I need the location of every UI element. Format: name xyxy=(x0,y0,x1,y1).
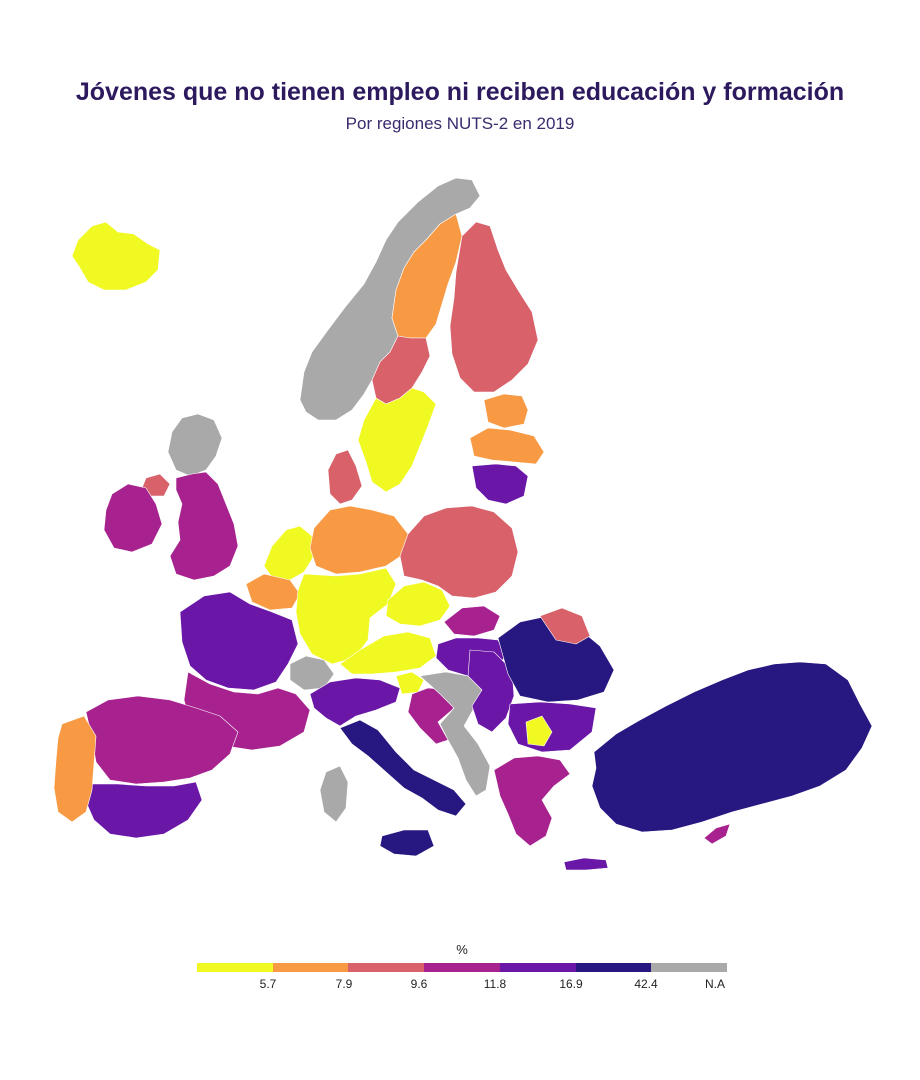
region-netherlands[interactable] xyxy=(263,525,315,581)
region-sweden-south[interactable] xyxy=(357,387,437,493)
region-denmark[interactable] xyxy=(327,449,363,505)
region-czechia[interactable] xyxy=(385,581,451,627)
region-scotland[interactable] xyxy=(167,413,223,477)
region-france-north[interactable] xyxy=(179,591,299,691)
legend-label-5: 16.9 xyxy=(559,977,583,991)
legend-label-1: 5.7 xyxy=(259,977,277,991)
region-italy-north[interactable] xyxy=(309,677,401,727)
legend-swatch-1 xyxy=(197,963,273,972)
region-ireland[interactable] xyxy=(103,483,163,553)
legend-swatch-2 xyxy=(272,963,349,972)
region-austria[interactable] xyxy=(339,631,437,675)
legend-title: % xyxy=(456,942,468,957)
region-germany-south[interactable] xyxy=(295,567,397,665)
map-legend: % 5.7 7.9 9.6 11.8 16.9 42.4 N.A xyxy=(197,940,728,1000)
region-eastern-border[interactable] xyxy=(539,607,591,645)
region-estonia[interactable] xyxy=(483,393,529,429)
region-poland[interactable] xyxy=(399,505,519,599)
legend-label-2: 7.9 xyxy=(335,977,353,991)
region-cyprus[interactable] xyxy=(703,823,731,845)
region-finland[interactable] xyxy=(449,221,539,393)
region-crete[interactable] xyxy=(563,857,609,871)
region-spain[interactable] xyxy=(85,695,239,785)
region-germany-north[interactable] xyxy=(309,505,409,575)
region-sicily[interactable] xyxy=(379,829,435,857)
legend-label-6: 42.4 xyxy=(634,977,658,991)
region-bulgaria[interactable] xyxy=(507,701,597,753)
region-sweden-north[interactable] xyxy=(391,213,463,339)
region-north-macedonia[interactable] xyxy=(525,715,553,747)
legend-swatch-5 xyxy=(499,963,576,972)
legend-swatch-3 xyxy=(348,963,425,972)
region-andalusia[interactable] xyxy=(85,781,203,839)
region-england[interactable] xyxy=(169,471,239,581)
legend-label-7: N.A xyxy=(704,977,726,991)
region-slovenia[interactable] xyxy=(395,671,425,695)
region-portugal[interactable] xyxy=(53,715,97,823)
legend-swatch-7 xyxy=(651,963,728,972)
legend-labels: 5.7 7.9 9.6 11.8 16.9 42.4 N.A xyxy=(197,977,727,993)
region-iceland[interactable] xyxy=(71,221,161,291)
region-belgium[interactable] xyxy=(245,573,301,611)
region-sardinia[interactable] xyxy=(319,765,349,823)
map-title: Jóvenes que no tienen empleo ni reciben … xyxy=(75,78,845,106)
region-slovakia[interactable] xyxy=(443,605,501,637)
legend-label-3: 9.6 xyxy=(410,977,428,991)
legend-color-bar xyxy=(197,963,728,972)
region-lithuania[interactable] xyxy=(471,463,529,505)
region-greece[interactable] xyxy=(493,755,571,847)
legend-label-4: 11.8 xyxy=(483,977,507,991)
region-turkey[interactable] xyxy=(591,661,873,833)
region-switzerland[interactable] xyxy=(289,655,335,691)
legend-swatch-6 xyxy=(575,963,652,972)
legend-swatch-4 xyxy=(424,963,500,972)
region-italy-south[interactable] xyxy=(339,719,467,817)
region-latvia[interactable] xyxy=(469,427,545,465)
map-subtitle: Por regiones NUTS-2 en 2019 xyxy=(345,114,575,133)
